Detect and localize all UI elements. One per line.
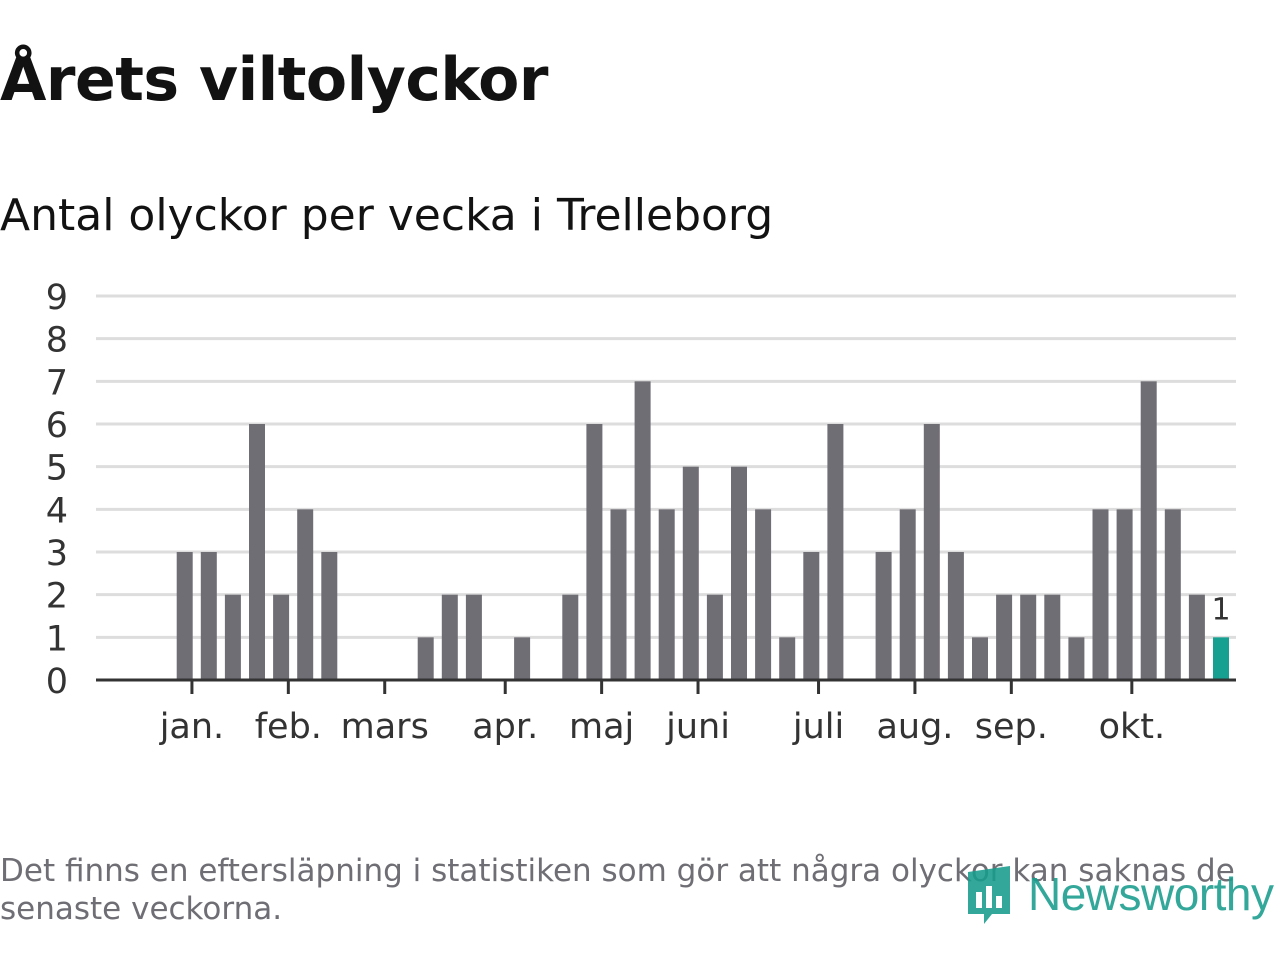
- bar: [273, 594, 290, 680]
- y-tick-label: 4: [46, 491, 68, 531]
- bar: [731, 466, 747, 680]
- bar: [803, 552, 820, 680]
- highlight-value-label: 1: [1211, 592, 1230, 627]
- bar: [1044, 594, 1061, 680]
- x-tick-label: apr.: [472, 707, 538, 747]
- y-tick-label: 1: [46, 619, 68, 659]
- x-axis-ticks: jan. feb. mars apr. maj juni juli aug. sep. okt.: [159, 680, 1165, 747]
- x-tick-label: sep.: [975, 707, 1048, 747]
- y-tick-label: 0: [46, 662, 68, 702]
- bar: [514, 637, 531, 680]
- bar: [923, 424, 940, 680]
- bar: [827, 424, 844, 680]
- bar: [706, 594, 723, 680]
- x-tick-label: maj: [569, 707, 634, 747]
- bar: [1116, 509, 1133, 680]
- y-tick-label: 2: [46, 577, 68, 617]
- bar: [658, 509, 675, 680]
- bar: [200, 552, 217, 680]
- bar: [996, 594, 1013, 680]
- y-tick-label: 8: [46, 321, 68, 361]
- bar: [297, 509, 314, 680]
- bar: [1164, 509, 1181, 680]
- bar: [1188, 594, 1205, 680]
- bar: [562, 594, 579, 680]
- x-tick-label: feb.: [255, 707, 322, 747]
- bar: [899, 509, 916, 680]
- x-tick-label: mars: [341, 707, 429, 747]
- x-tick-label: aug.: [876, 707, 953, 747]
- bar: [1020, 594, 1037, 680]
- bars: [176, 381, 1229, 680]
- bar-highlight: [1213, 637, 1229, 680]
- x-tick-label: okt.: [1099, 707, 1166, 747]
- bar: [417, 637, 434, 680]
- bar: [176, 552, 193, 680]
- bar: [682, 466, 699, 680]
- bar: [755, 509, 772, 680]
- bar: [1092, 509, 1109, 680]
- y-tick-label: 3: [46, 534, 68, 574]
- x-tick-label: jan.: [159, 707, 224, 747]
- y-tick-label: 7: [46, 363, 68, 403]
- chart-title: Årets viltolyckor: [0, 45, 549, 115]
- bar: [779, 637, 796, 680]
- bar: [441, 594, 458, 680]
- bar: [610, 509, 627, 680]
- logo-text: Newsworthy: [1028, 868, 1274, 920]
- y-tick-label: 6: [46, 406, 68, 446]
- x-tick-label: juli: [792, 707, 844, 747]
- data-labels: 1: [1211, 592, 1230, 627]
- y-tick-label: 5: [46, 449, 68, 489]
- y-tick-label: 9: [46, 278, 68, 318]
- bar: [1140, 381, 1157, 680]
- gridlines: [96, 294, 1236, 639]
- bar: [586, 424, 603, 680]
- bar: [972, 637, 988, 680]
- bar: [465, 594, 482, 680]
- x-tick-label: juni: [665, 707, 730, 747]
- newsworthy-logo-icon: [968, 866, 1010, 924]
- bar: [249, 424, 265, 680]
- bar: [947, 552, 964, 680]
- bar: [1068, 637, 1085, 680]
- newsworthy-logo: Newsworthy: [962, 862, 1274, 926]
- bar: [224, 594, 241, 680]
- bar: [321, 552, 338, 680]
- footnote: Det finns en eftersläpning i statistiken…: [0, 853, 1235, 927]
- bar: [875, 552, 892, 680]
- chart-subtitle: Antal olyckor per vecka i Trelleborg: [0, 190, 774, 241]
- bar: [634, 381, 651, 680]
